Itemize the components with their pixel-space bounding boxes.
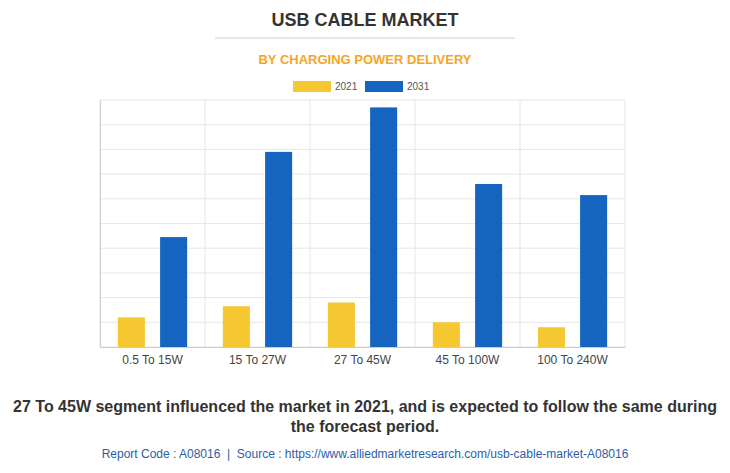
source: Report Code : A08016 | Source : https://… [0,447,730,461]
legend-swatch [293,81,331,92]
x-tick-label: 45 To 100W [436,353,500,367]
x-tick: 100 To 240W [537,347,608,367]
caption: 27 To 45W segment influenced the market … [10,397,720,437]
subtitle: BY CHARGING POWER DELIVERY [258,52,471,67]
bar [223,306,250,347]
grid-line [100,223,625,224]
category-separator [205,100,206,347]
legend-label: 2031 [407,81,430,92]
x-tick: 15 To 27W [229,347,287,367]
legend-label: 2021 [335,81,358,92]
x-tick-label: 0.5 To 15W [122,353,183,367]
bar [265,152,292,347]
category-separator [625,100,626,347]
bar [328,303,355,347]
bar [475,184,502,347]
grid-line [100,100,625,101]
grid-line [100,124,625,125]
bar [538,327,565,347]
grid-line [100,174,625,175]
category-separator [520,100,521,347]
x-tick-label: 27 To 45W [334,353,392,367]
y-axis-line [100,101,101,348]
legend: 2021 2031 [293,81,430,92]
category-separator [310,100,311,347]
x-axis-line [101,347,626,348]
bar [433,322,460,347]
x-tick: 27 To 45W [334,347,392,367]
bar [580,195,607,347]
title-underline [215,38,515,39]
legend-swatch [365,81,403,92]
bar [160,237,187,347]
grid [100,100,625,347]
x-tick: 45 To 100W [436,347,500,367]
y-axis [100,101,102,348]
title: USB CABLE MARKET [272,10,459,30]
x-tick: 0.5 To 15W [122,347,183,367]
x-tick-label: 100 To 240W [537,353,608,367]
grid-line [100,149,625,150]
grid-line [100,198,625,199]
category-separator [415,100,416,347]
x-tick-label: 15 To 27W [229,353,287,367]
bars [118,107,607,347]
bar [370,107,397,347]
category-separator [100,100,101,347]
bar [118,317,145,347]
x-axis: 0.5 To 15W 15 To 27W 27 To 45W 45 To 100W 10… [101,347,626,367]
